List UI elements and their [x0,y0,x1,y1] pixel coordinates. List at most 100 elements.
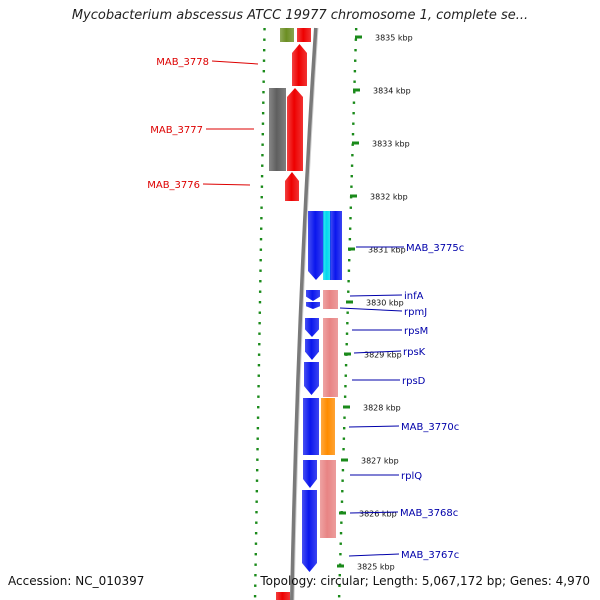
track-dot [256,427,260,430]
gene-label-pointer [349,294,403,297]
sequence-summary: Topology: circular; Length: 5,067,172 bp… [260,574,590,588]
map-title: Mycobacterium abscessus ATCC 19977 chrom… [71,8,529,23]
gene-label-right: MAB_3770c [401,422,459,433]
gene-label-right: infA [404,291,424,302]
gene-label-pointer [353,350,402,354]
blue-gene-rpsD [304,362,319,395]
track-dot [261,164,264,167]
track-dot [261,154,264,157]
scale-tick-mark [344,352,351,356]
scale-tick-label: 3834 kbp [373,87,411,96]
track-dot [254,563,257,566]
track-dot [254,542,258,545]
track-dot [255,511,258,514]
track-dot [338,584,341,587]
scale-tick-label: 3828 kbp [363,404,401,413]
track-dot [351,143,354,146]
track-dot [260,196,263,199]
track-dot [338,574,341,577]
blue-gene-rplQ [303,460,317,488]
track-dot [353,91,356,94]
track-dot [261,143,264,146]
scale-tick-mark [352,141,359,145]
gene-label-pointer [211,60,259,65]
red-gene-mab-3777 [287,88,303,171]
track-dot [254,553,257,556]
track-dot [255,521,258,524]
track-dot [258,343,261,346]
track-dot [347,290,350,293]
track-dot [258,311,262,314]
pink-gene-3 [320,460,336,538]
track-dot [342,437,346,440]
track-dot [341,479,344,482]
track-dot [346,311,349,314]
blue-gene-rpsM [305,318,319,337]
track-dot [354,28,358,31]
track-dot [262,70,266,73]
track-dot [260,185,264,188]
track-dot [342,427,346,430]
track-dot [258,332,261,335]
blue-gene-rpmJ [306,302,320,309]
red-gene-mab-3778 [292,44,307,86]
track-dot [339,542,342,545]
scale-tick-label: 3832 kbp [370,193,408,202]
scale-tick-mark [343,405,350,409]
track-dot [354,38,358,41]
cyan-gene [323,211,331,280]
red-gene-bottom [276,592,290,600]
track-dot [347,269,351,272]
track-dot [255,469,259,472]
track-dot [345,332,349,335]
track-dot [262,101,265,104]
track-dot [256,416,260,419]
track-dot [257,353,261,356]
track-dot [257,406,260,409]
scale-tick-mark [337,564,344,568]
gray-gene-mab-3777 [269,88,286,171]
track-dot [255,490,259,493]
accession-label: Accession: NC_010397 [8,574,145,588]
pink-gene-2 [323,318,338,397]
track-dot [256,458,259,461]
scale-tick-mark [346,300,353,304]
gene-label-left: MAB_3777 [150,125,203,136]
scale-tick-label: 3826 kbp [359,510,397,519]
track-dot [260,206,263,209]
scale-tick-label: 3827 kbp [361,457,399,466]
track-dot [254,574,257,577]
track-dot [259,238,263,241]
track-dot [261,122,265,125]
blue-gene-mab-3767c [302,538,317,572]
olive-gene [280,28,294,42]
track-dot [345,343,348,346]
track-dot [350,185,353,188]
track-dot [354,59,357,62]
genome-backbone-highlight [293,27,319,600]
scale-tick-label: 3829 kbp [364,351,402,360]
track-dot [340,500,344,503]
track-dot [354,49,357,52]
track-dot [353,70,357,73]
track-dot [341,469,345,472]
track-dot [349,206,353,209]
track-dot [344,385,347,388]
track-dot [257,364,261,367]
track-dot [343,395,347,398]
track-dot [255,479,259,482]
gene-label-pointer [202,183,251,186]
track-dot [260,217,263,220]
track-dot [259,269,262,272]
track-dot [350,175,353,178]
track-dot [339,532,343,535]
track-dot [340,521,343,524]
scale-tick-label: 3830 kbp [366,299,404,308]
gene-label-right: MAB_3768c [400,508,458,519]
gene-label-right: rplQ [401,471,422,482]
red-gene-top [297,28,311,42]
red-gene-mab-3776 [285,172,299,201]
track-dot [256,437,259,440]
track-dot [342,448,345,451]
